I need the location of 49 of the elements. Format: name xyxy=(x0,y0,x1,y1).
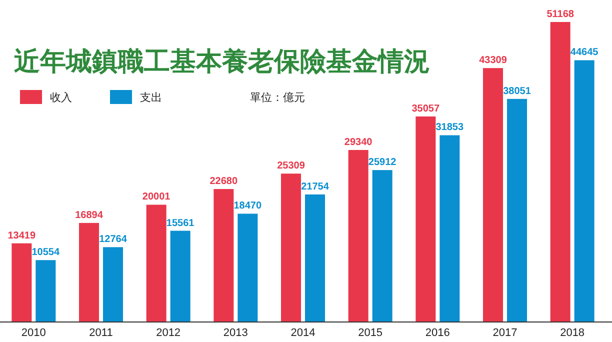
data-label: 44645 xyxy=(570,47,599,58)
x-tick-label: 2014 xyxy=(290,327,316,339)
bar xyxy=(483,68,503,322)
legend-label: 支出 xyxy=(140,91,162,104)
bar xyxy=(372,170,392,322)
bar xyxy=(348,150,368,322)
x-tick-label: 2017 xyxy=(492,327,518,339)
data-label: 12764 xyxy=(99,234,128,246)
bar xyxy=(238,214,258,322)
data-label: 15561 xyxy=(166,218,195,229)
bar xyxy=(281,174,301,322)
data-label: 20001 xyxy=(142,192,171,203)
bar xyxy=(416,116,436,322)
data-label: 35057 xyxy=(412,103,440,114)
data-label: 16894 xyxy=(75,210,104,221)
data-label: 21754 xyxy=(301,181,330,192)
annotation: 單位：億元 xyxy=(250,91,305,104)
bar xyxy=(170,230,190,322)
bar xyxy=(507,98,527,322)
bar xyxy=(103,247,123,322)
bar xyxy=(305,194,325,322)
bar xyxy=(12,243,32,322)
bar xyxy=(574,60,594,322)
x-tick-label: 2012 xyxy=(156,327,181,339)
x-tick-label: 2015 xyxy=(358,327,383,339)
data-label: 13419 xyxy=(8,230,36,242)
data-label: 31853 xyxy=(436,122,464,134)
data-label: 18470 xyxy=(234,200,262,212)
x-tick-label: 2016 xyxy=(425,327,450,339)
data-label: 29340 xyxy=(344,136,373,148)
legend-label: 收入 xyxy=(50,91,72,104)
x-tick-label: 2011 xyxy=(89,327,113,339)
data-label: 22680 xyxy=(210,176,238,188)
data-label: 38051 xyxy=(503,86,532,97)
x-tick-label: 2018 xyxy=(560,327,585,339)
text: 近年城鎮職工基本養老保險基金情況 xyxy=(14,47,430,76)
data-label: 43309 xyxy=(479,55,508,66)
data-label: 25912 xyxy=(368,157,397,168)
bar xyxy=(440,135,460,322)
x-tick-label: 2010 xyxy=(21,327,46,339)
data-label: 25309 xyxy=(277,160,306,172)
bar xyxy=(214,189,234,322)
data-label: 51168 xyxy=(546,9,574,20)
data-label: 10554 xyxy=(32,247,60,258)
x-tick-label: 2013 xyxy=(223,327,248,339)
bar xyxy=(79,222,99,322)
bar xyxy=(36,260,56,322)
bar xyxy=(146,204,166,322)
bar xyxy=(550,22,570,322)
